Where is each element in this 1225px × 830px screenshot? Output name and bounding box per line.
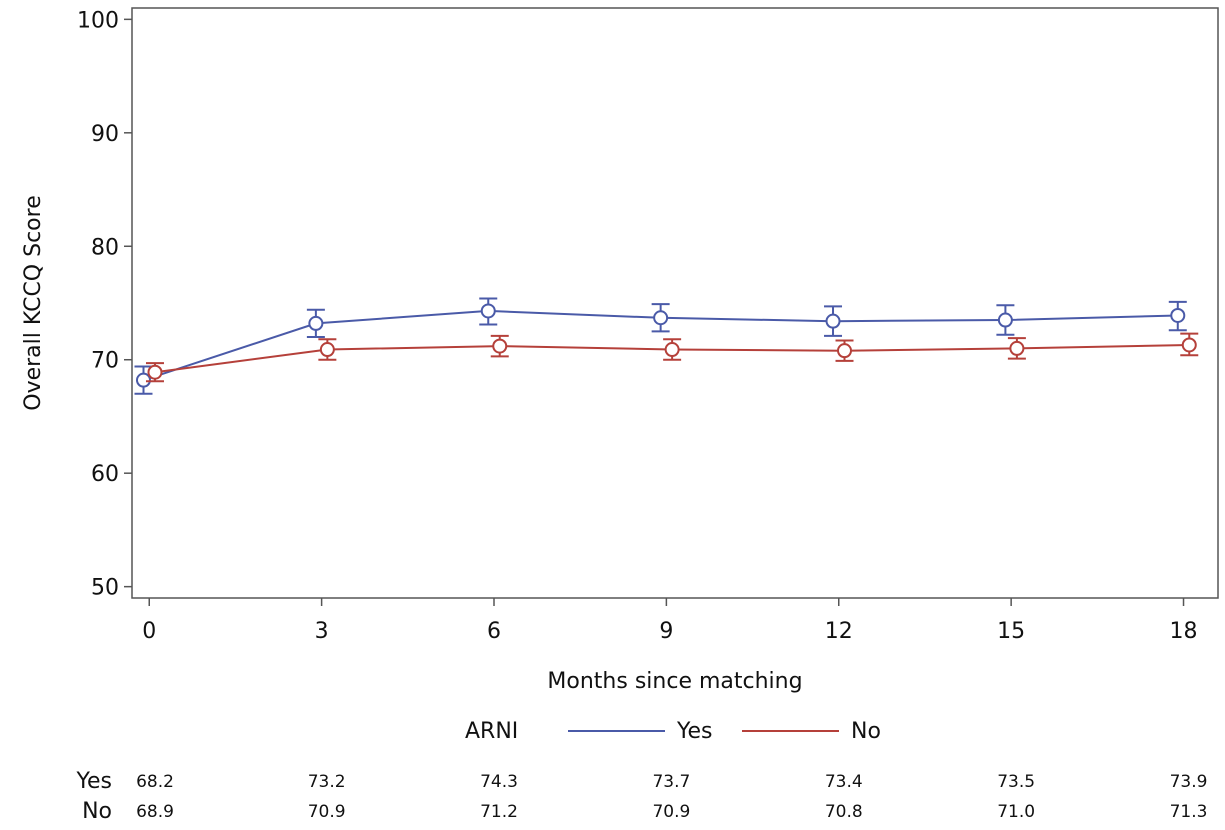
table-value-no: 70.9 <box>308 802 346 822</box>
legend-title: ARNI <box>465 719 518 744</box>
x-axis: 0 3 6 9 12 15 18 <box>142 598 1198 644</box>
table-value-yes: 73.7 <box>652 772 690 792</box>
data-point-no <box>837 343 853 359</box>
data-point-yes <box>308 315 324 331</box>
table-value-no: 70.8 <box>825 802 863 822</box>
table-value-no: 71.0 <box>997 802 1035 822</box>
data-point-no <box>664 342 680 358</box>
table-value-yes: 68.2 <box>136 772 174 792</box>
table-value-no: 68.9 <box>136 802 174 822</box>
data-point-no <box>1009 340 1025 356</box>
table-value-yes: 73.2 <box>308 772 346 792</box>
table-value-no: 71.2 <box>480 802 518 822</box>
y-tick-label: 60 <box>91 462 119 487</box>
table-row-label-yes: Yes <box>75 769 112 794</box>
x-tick-label: 0 <box>142 619 156 644</box>
y-tick-label: 100 <box>77 8 119 33</box>
series-no <box>145 332 1199 383</box>
series-yes <box>134 297 1187 395</box>
data-point-no <box>319 342 335 358</box>
x-tick-label: 3 <box>315 619 329 644</box>
x-tick-label: 6 <box>487 619 501 644</box>
data-point-no <box>1181 337 1197 353</box>
x-axis-title: Months since matching <box>547 669 802 694</box>
y-tick-label: 50 <box>91 576 119 601</box>
table-value-yes: 74.3 <box>480 772 518 792</box>
data-point-yes <box>653 310 669 326</box>
data-point-yes <box>997 312 1013 328</box>
data-point-no <box>492 338 508 354</box>
table-value-no: 70.9 <box>652 802 690 822</box>
data-point-yes <box>135 372 151 388</box>
data-point-yes <box>480 303 496 319</box>
data-point-yes <box>1170 307 1186 323</box>
table-value-yes: 73.9 <box>1170 772 1208 792</box>
series-layer <box>134 297 1199 395</box>
plot-frame <box>131 7 1219 599</box>
data-point-no <box>147 364 163 380</box>
legend: ARNI Yes No <box>465 719 881 744</box>
x-tick-label: 18 <box>1170 619 1198 644</box>
y-axis-title: Overall KCCQ Score <box>21 195 46 411</box>
table-value-no: 71.3 <box>1170 802 1208 822</box>
value-table: Yes 68.2 73.2 74.3 73.7 73.4 73.5 73.9 No 68.9 70.… <box>75 769 1207 824</box>
legend-label-yes: Yes <box>676 719 713 744</box>
x-tick-label: 15 <box>997 619 1025 644</box>
table-row-label-no: No <box>82 799 112 824</box>
y-tick-label: 90 <box>91 122 119 147</box>
y-axis: 50 60 70 80 90 100 <box>77 8 132 601</box>
table-value-yes: 73.5 <box>997 772 1035 792</box>
x-tick-label: 9 <box>659 619 673 644</box>
table-value-yes: 73.4 <box>825 772 863 792</box>
legend-label-no: No <box>851 719 881 744</box>
data-point-yes <box>825 313 841 329</box>
x-tick-label: 12 <box>825 619 853 644</box>
y-tick-label: 70 <box>91 349 119 374</box>
y-tick-label: 80 <box>91 235 119 260</box>
